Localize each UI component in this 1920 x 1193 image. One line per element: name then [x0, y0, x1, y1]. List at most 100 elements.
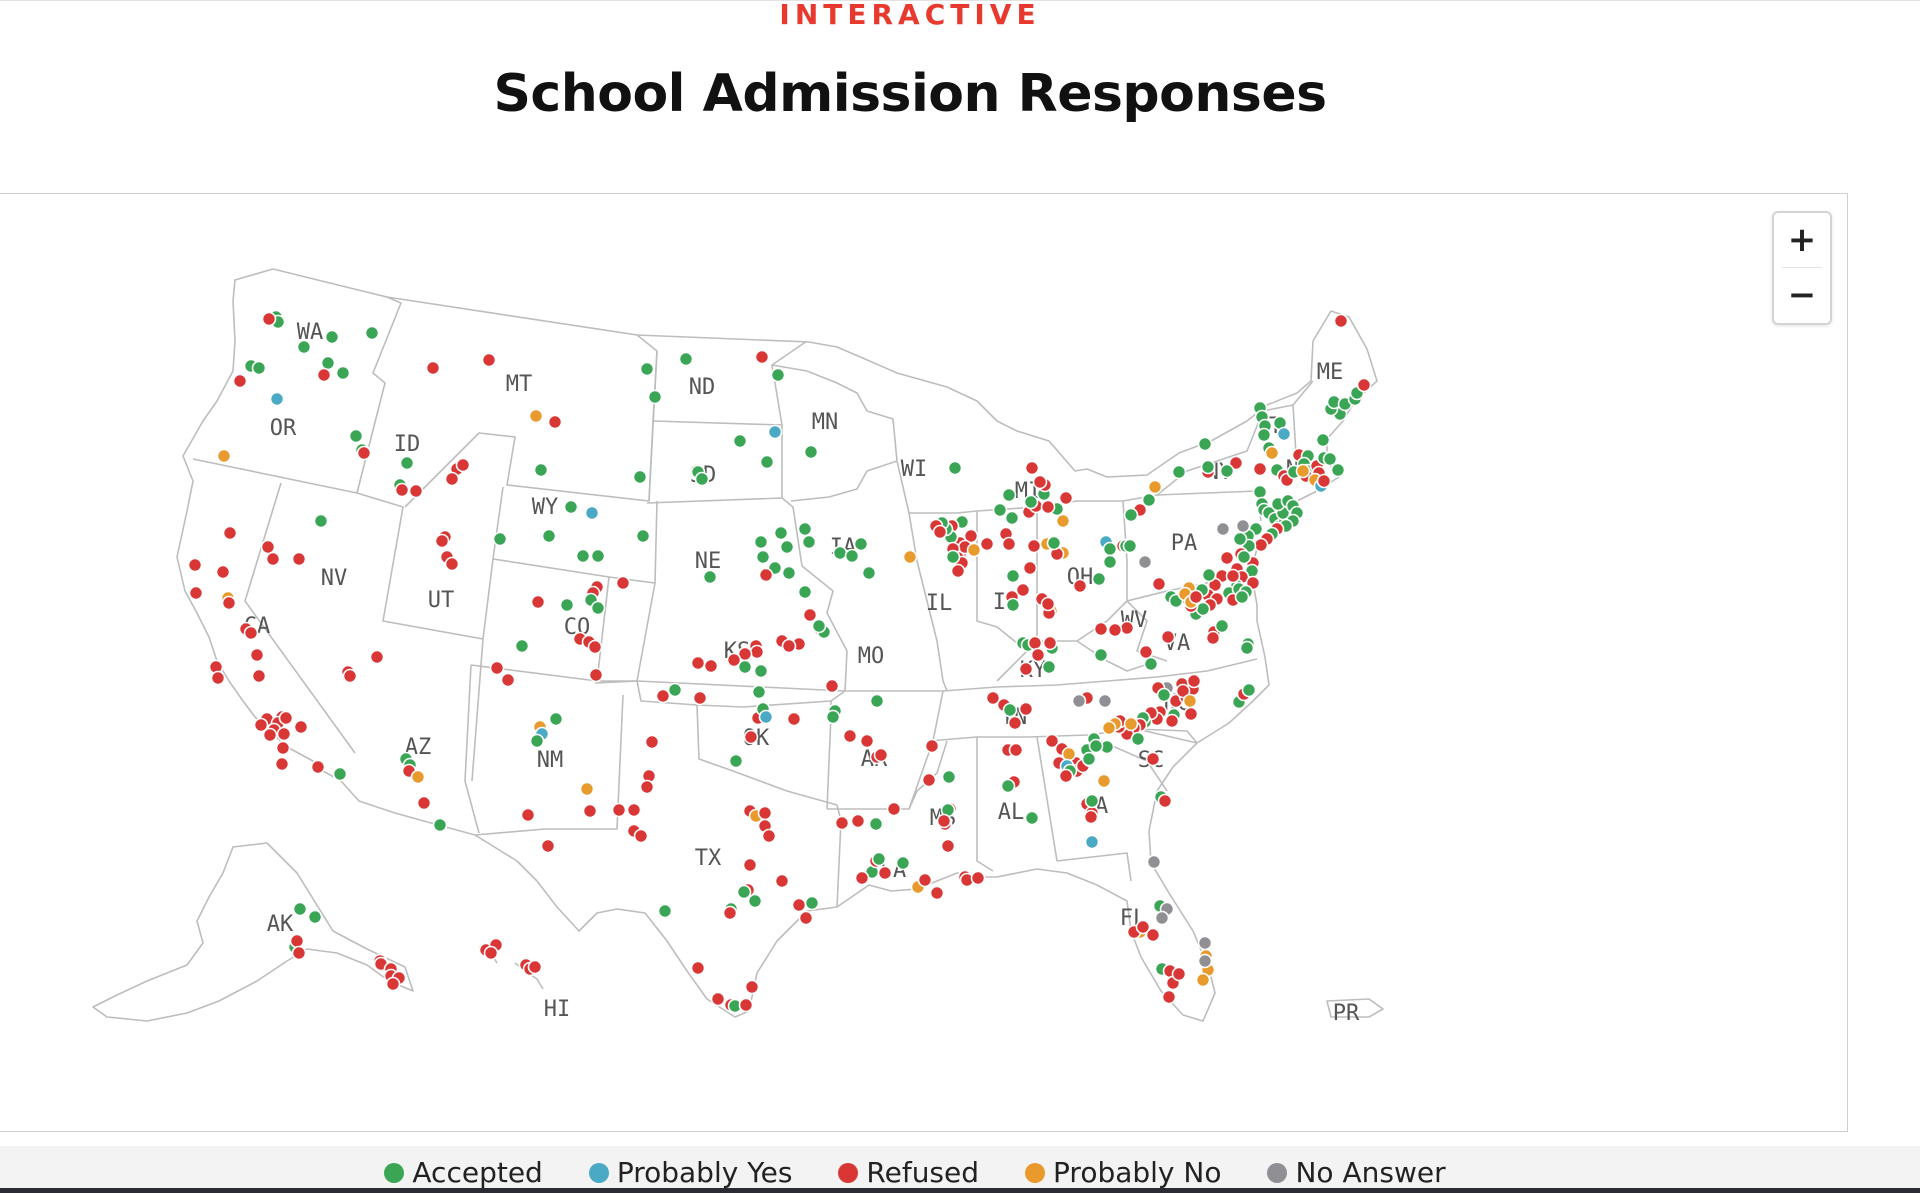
school-point-accepted[interactable]: [667, 682, 683, 698]
school-point-accepted[interactable]: [590, 548, 606, 564]
school-point-refused[interactable]: [802, 607, 818, 623]
school-point-refused[interactable]: [310, 759, 326, 775]
school-point-accepted[interactable]: [844, 548, 860, 564]
school-point-refused[interactable]: [703, 658, 719, 674]
school-point-accepted[interactable]: [871, 851, 887, 867]
school-point-accepted[interactable]: [1081, 751, 1097, 767]
school-point-accepted[interactable]: [1234, 589, 1250, 605]
school-point-accepted[interactable]: [635, 528, 651, 544]
school-point-accepted[interactable]: [559, 597, 575, 613]
school-point-refused[interactable]: [1228, 455, 1244, 471]
school-point-refused[interactable]: [1030, 647, 1046, 663]
school-point-accepted[interactable]: [1239, 640, 1255, 656]
school-point-refused[interactable]: [921, 772, 937, 788]
school-point-probably-no[interactable]: [1096, 773, 1112, 789]
school-point-refused[interactable]: [276, 726, 292, 742]
school-point-refused[interactable]: [253, 717, 269, 733]
school-point-accepted[interactable]: [1001, 487, 1017, 503]
school-point-refused[interactable]: [251, 668, 267, 684]
school-point-accepted[interactable]: [657, 903, 673, 919]
school-point-refused[interactable]: [249, 647, 265, 663]
school-point-accepted[interactable]: [694, 471, 710, 487]
school-point-accepted[interactable]: [492, 531, 508, 547]
school-point-probably-no[interactable]: [1264, 445, 1280, 461]
school-point-accepted[interactable]: [678, 351, 694, 367]
school-point-accepted[interactable]: [514, 638, 530, 654]
school-point-refused[interactable]: [547, 414, 563, 430]
school-point-accepted[interactable]: [1330, 462, 1346, 478]
school-point-probably-no[interactable]: [579, 781, 595, 797]
school-point-no-answer[interactable]: [1146, 854, 1162, 870]
school-point-accepted[interactable]: [1315, 432, 1331, 448]
school-point-accepted[interactable]: [811, 618, 827, 634]
school-point-refused[interactable]: [444, 471, 460, 487]
school-point-accepted[interactable]: [797, 584, 813, 600]
school-point-refused[interactable]: [187, 557, 203, 573]
school-point-probably-no[interactable]: [1147, 479, 1163, 495]
school-point-refused[interactable]: [1219, 550, 1235, 566]
school-point-accepted[interactable]: [533, 462, 549, 478]
school-point-refused[interactable]: [1145, 751, 1161, 767]
school-point-refused[interactable]: [754, 349, 770, 365]
school-point-accepted[interactable]: [861, 565, 877, 581]
school-point-refused[interactable]: [940, 838, 956, 854]
school-point-refused[interactable]: [710, 991, 726, 1007]
school-point-accepted[interactable]: [332, 766, 348, 782]
school-point-refused[interactable]: [781, 638, 797, 654]
school-point-refused[interactable]: [289, 933, 305, 949]
school-point-refused[interactable]: [644, 734, 660, 750]
school-point-refused[interactable]: [1161, 989, 1177, 1005]
school-point-refused[interactable]: [1024, 460, 1040, 476]
school-point-no-answer[interactable]: [1071, 693, 1087, 709]
school-point-refused[interactable]: [690, 960, 706, 976]
school-point-probably-no[interactable]: [966, 542, 982, 558]
school-point-refused[interactable]: [1027, 635, 1043, 651]
school-point-accepted[interactable]: [1200, 459, 1216, 475]
school-point-probably-no[interactable]: [528, 408, 544, 424]
school-point-refused[interactable]: [824, 678, 840, 694]
school-point-accepted[interactable]: [869, 693, 885, 709]
school-point-accepted[interactable]: [296, 339, 312, 355]
school-point-accepted[interactable]: [313, 513, 329, 529]
school-point-refused[interactable]: [434, 533, 450, 549]
school-point-refused[interactable]: [726, 652, 742, 668]
school-point-refused[interactable]: [582, 803, 598, 819]
school-point-refused[interactable]: [850, 813, 866, 829]
school-point-accepted[interactable]: [1156, 687, 1172, 703]
school-point-refused[interactable]: [1138, 644, 1154, 660]
school-point-refused[interactable]: [588, 667, 604, 683]
school-point-accepted[interactable]: [825, 709, 841, 725]
school-point-accepted[interactable]: [1093, 647, 1109, 663]
school-point-accepted[interactable]: [751, 684, 767, 700]
school-point-refused[interactable]: [1044, 733, 1060, 749]
school-point-accepted[interactable]: [728, 753, 744, 769]
school-point-accepted[interactable]: [702, 569, 718, 585]
school-point-refused[interactable]: [260, 539, 276, 555]
school-point-refused[interactable]: [1135, 919, 1151, 935]
school-point-accepted[interactable]: [832, 545, 848, 561]
school-point-refused[interactable]: [1018, 661, 1034, 677]
school-point-accepted[interactable]: [399, 455, 415, 471]
school-point-accepted[interactable]: [773, 525, 789, 541]
school-point-accepted[interactable]: [1241, 682, 1257, 698]
school-point-refused[interactable]: [316, 367, 332, 383]
school-point-refused[interactable]: [540, 838, 556, 854]
school-point-refused[interactable]: [408, 483, 424, 499]
school-point-accepted[interactable]: [801, 534, 817, 550]
school-point-accepted[interactable]: [364, 325, 380, 341]
school-point-refused[interactable]: [1205, 630, 1221, 646]
school-point-refused[interactable]: [744, 979, 760, 995]
school-point-refused[interactable]: [416, 795, 432, 811]
school-point-refused[interactable]: [798, 910, 814, 926]
us-map[interactable]: WAORCANVIDMTWYUTAZCONMNDSDNEKSOKTXMNIAMO…: [0, 194, 1847, 1131]
school-point-probably-no[interactable]: [1182, 693, 1198, 709]
school-point-accepted[interactable]: [853, 536, 869, 552]
school-point-refused[interactable]: [483, 945, 499, 961]
school-point-refused[interactable]: [291, 551, 307, 567]
school-point-accepted[interactable]: [292, 901, 308, 917]
school-point-refused[interactable]: [1022, 560, 1038, 576]
school-point-refused[interactable]: [530, 594, 546, 610]
school-point-refused[interactable]: [1145, 927, 1161, 943]
school-point-refused[interactable]: [842, 728, 858, 744]
school-point-accepted[interactable]: [737, 659, 753, 675]
